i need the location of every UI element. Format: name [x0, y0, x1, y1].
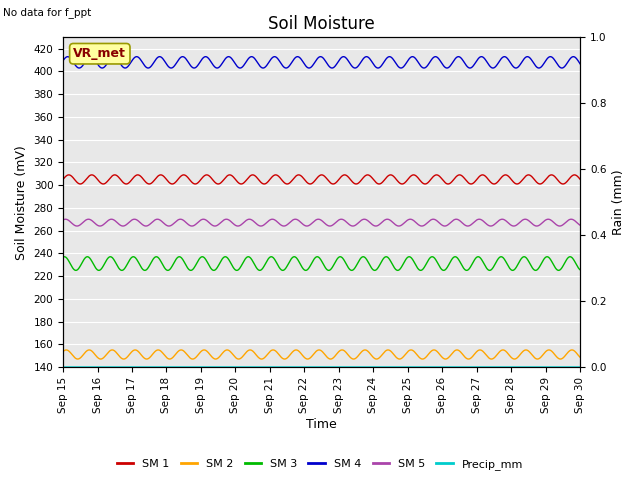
SM 5 [562, 220, 570, 226]
Precip_mm [577, 364, 584, 370]
Precip_mm [561, 364, 569, 370]
Text: VR_met: VR_met [74, 47, 126, 60]
SM 2 [311, 350, 319, 356]
SM 4 [86, 54, 93, 60]
SM 1 [577, 177, 584, 182]
SM 4 [282, 65, 290, 71]
SM 1 [311, 178, 319, 183]
SM 3 [467, 264, 475, 269]
Legend: SM 1, SM 2, SM 3, SM 4, SM 5, Precip_mm: SM 1, SM 2, SM 3, SM 4, SM 5, Precip_mm [112, 455, 528, 474]
Precip_mm [297, 364, 305, 370]
SM 4 [500, 54, 508, 60]
SM 5 [562, 219, 570, 225]
SM 2 [467, 355, 475, 361]
SM 4 [59, 58, 67, 63]
SM 4 [297, 56, 305, 62]
Line: SM 1: SM 1 [63, 175, 580, 184]
SM 5 [211, 223, 219, 229]
SM 1 [249, 172, 257, 178]
SM 3 [562, 258, 570, 264]
SM 4 [577, 61, 584, 67]
Line: SM 5: SM 5 [63, 219, 580, 226]
SM 3 [244, 254, 252, 260]
Precip_mm [467, 364, 474, 370]
Precip_mm [86, 364, 93, 370]
SM 3 [59, 254, 67, 260]
SM 1 [562, 180, 570, 186]
Line: SM 2: SM 2 [63, 350, 580, 359]
SM 2 [326, 356, 334, 362]
Y-axis label: Soil Moisture (mV): Soil Moisture (mV) [15, 145, 28, 260]
SM 2 [86, 347, 93, 353]
SM 4 [562, 62, 570, 68]
SM 3 [562, 259, 570, 264]
Precip_mm [310, 364, 318, 370]
Precip_mm [59, 364, 67, 370]
SM 4 [467, 65, 474, 71]
SM 5 [311, 218, 319, 224]
SM 2 [108, 347, 116, 353]
SM 1 [467, 181, 475, 187]
SM 3 [577, 267, 584, 273]
SM 4 [311, 60, 319, 65]
SM 5 [429, 216, 437, 222]
Title: Soil Moisture: Soil Moisture [268, 15, 375, 33]
X-axis label: Time: Time [307, 419, 337, 432]
SM 2 [59, 348, 67, 354]
SM 3 [463, 267, 470, 273]
SM 3 [86, 255, 93, 261]
SM 3 [311, 255, 319, 261]
SM 1 [168, 181, 176, 187]
Line: SM 3: SM 3 [63, 257, 580, 270]
SM 2 [562, 352, 570, 358]
Line: SM 4: SM 4 [63, 57, 580, 68]
SM 2 [562, 352, 570, 358]
SM 5 [577, 222, 584, 228]
SM 4 [562, 62, 570, 68]
SM 3 [297, 263, 305, 268]
SM 5 [467, 222, 475, 228]
SM 2 [577, 355, 584, 360]
SM 1 [562, 180, 570, 186]
SM 5 [86, 216, 93, 222]
Precip_mm [561, 364, 569, 370]
Y-axis label: Rain (mm): Rain (mm) [612, 169, 625, 235]
SM 1 [59, 177, 67, 182]
SM 5 [59, 217, 67, 223]
Text: No data for f_ppt: No data for f_ppt [3, 7, 92, 18]
SM 2 [297, 351, 305, 357]
SM 1 [298, 173, 305, 179]
SM 5 [297, 220, 305, 226]
SM 1 [86, 173, 93, 179]
